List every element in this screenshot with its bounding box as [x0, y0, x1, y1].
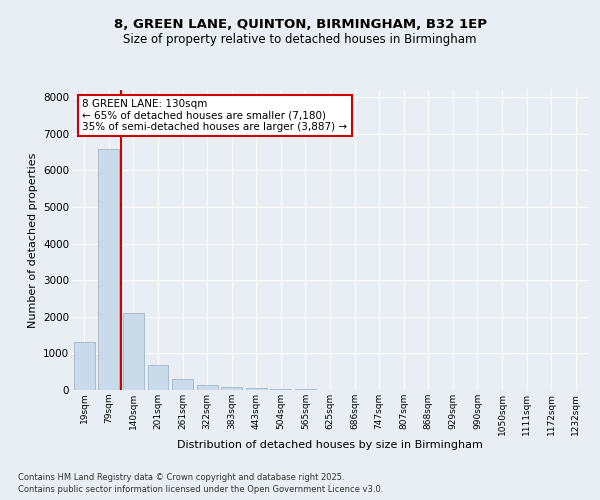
Bar — [295, 389, 316, 390]
Bar — [221, 386, 242, 390]
Bar — [246, 388, 267, 390]
Bar — [197, 384, 218, 390]
Bar — [123, 313, 144, 390]
X-axis label: Distribution of detached houses by size in Birmingham: Distribution of detached houses by size … — [177, 440, 483, 450]
Bar — [172, 379, 193, 390]
Bar — [74, 342, 95, 390]
Bar — [98, 148, 119, 390]
Text: 8, GREEN LANE, QUINTON, BIRMINGHAM, B32 1EP: 8, GREEN LANE, QUINTON, BIRMINGHAM, B32 … — [113, 18, 487, 30]
Text: 8 GREEN LANE: 130sqm
← 65% of detached houses are smaller (7,180)
35% of semi-de: 8 GREEN LANE: 130sqm ← 65% of detached h… — [82, 99, 347, 132]
Bar — [148, 365, 169, 390]
Bar — [271, 388, 292, 390]
Text: Size of property relative to detached houses in Birmingham: Size of property relative to detached ho… — [123, 32, 477, 46]
Text: Contains public sector information licensed under the Open Government Licence v3: Contains public sector information licen… — [18, 485, 383, 494]
Text: Contains HM Land Registry data © Crown copyright and database right 2025.: Contains HM Land Registry data © Crown c… — [18, 472, 344, 482]
Y-axis label: Number of detached properties: Number of detached properties — [28, 152, 38, 328]
